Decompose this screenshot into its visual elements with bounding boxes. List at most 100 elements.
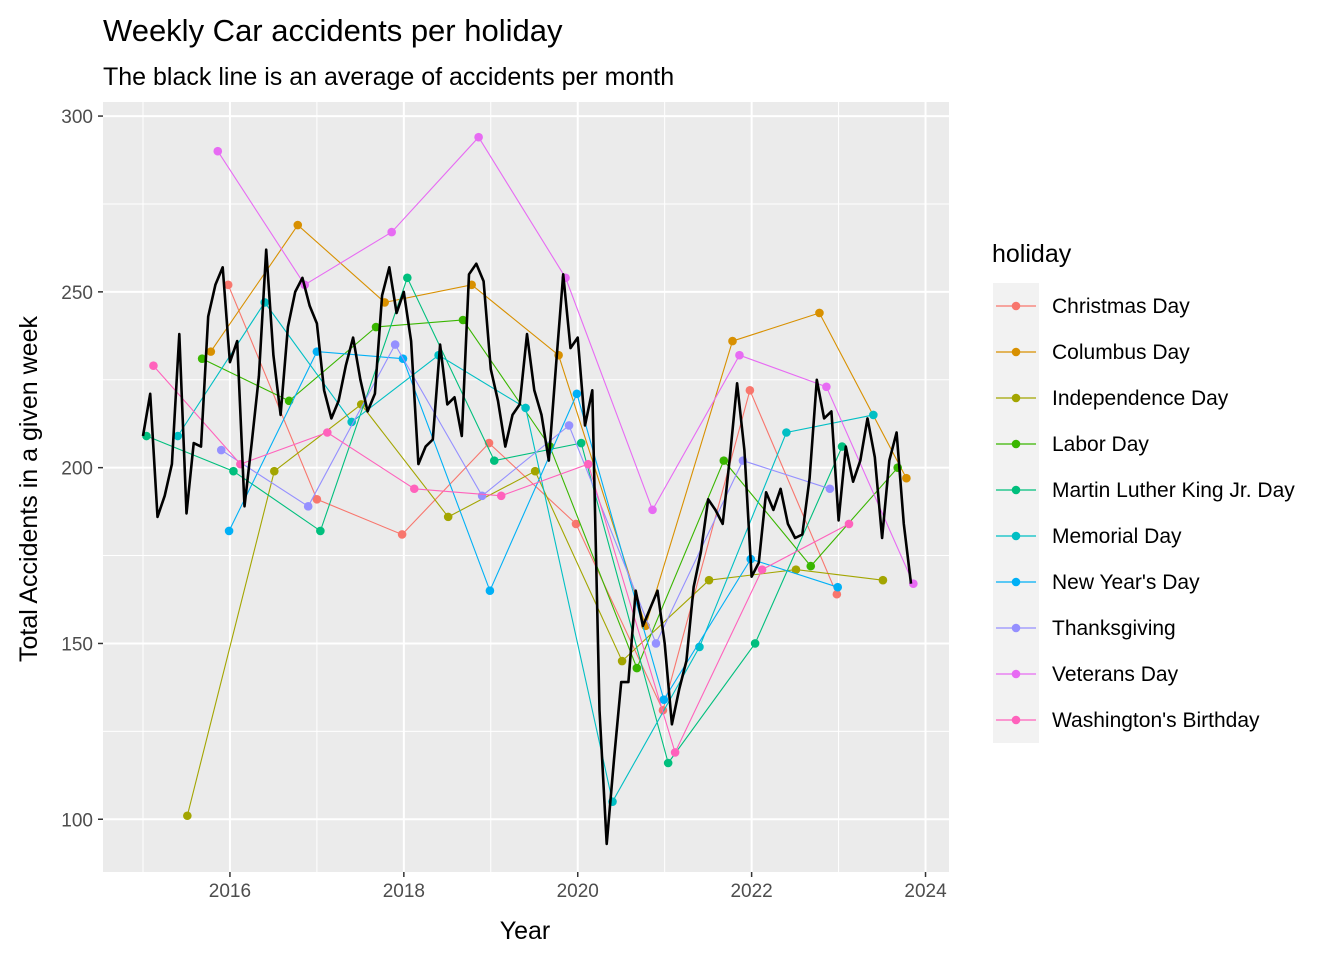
data-point (216, 445, 226, 455)
data-point (409, 484, 419, 494)
data-point (316, 526, 325, 536)
data-point (632, 663, 642, 673)
series-independence-day (183, 400, 888, 821)
minor-gridlines (103, 102, 949, 872)
series-martin-luther-king-jr-day (142, 273, 847, 768)
data-point (648, 505, 657, 515)
legend-key-point (1011, 577, 1021, 587)
data-point (173, 431, 183, 441)
y-axis-title: Total Accidents in a given week (15, 315, 43, 662)
data-point (837, 442, 847, 451)
data-point (825, 484, 835, 494)
legend-key-point (1011, 485, 1021, 495)
data-point (223, 280, 233, 290)
legend: holiday Christmas Day Columbus Day Indepen… (992, 240, 1295, 743)
data-point (844, 519, 854, 529)
data-point (183, 811, 192, 821)
data-point (496, 491, 506, 501)
data-point (229, 466, 238, 476)
series-thanksgiving (216, 340, 835, 648)
data-point (815, 308, 824, 318)
data-point (443, 512, 453, 522)
data-point (564, 421, 574, 430)
legend-label: Labor Day (1052, 433, 1149, 456)
y-tick-label: 150 (61, 634, 93, 655)
series-line (228, 351, 838, 702)
data-point (583, 459, 593, 469)
data-point (869, 410, 878, 420)
legend-item-new-year-s-day: New Year's Day (993, 559, 1200, 605)
legend-label: Thanksgiving (1052, 617, 1176, 640)
legend-item-veterans-day: Veterans Day (993, 651, 1179, 697)
data-point (521, 403, 530, 413)
data-point (477, 491, 487, 501)
legend-key-point (1011, 347, 1021, 357)
data-point (757, 565, 767, 574)
data-point (284, 396, 294, 406)
data-point (670, 748, 680, 757)
data-point (530, 466, 540, 476)
data-point (458, 315, 468, 325)
legend-key-point (1011, 623, 1021, 633)
data-point (878, 575, 888, 585)
x-tick-label: 2018 (383, 881, 425, 902)
legend-key-point (1011, 439, 1021, 449)
data-point (750, 639, 760, 648)
x-tick-label: 2022 (730, 881, 772, 902)
legend-item-thanksgiving: Thanksgiving (993, 605, 1176, 651)
data-point (224, 526, 234, 536)
data-point (206, 347, 216, 356)
data-point (572, 389, 582, 399)
series-line (227, 284, 838, 712)
legend-item-martin-luther-king-jr-day: Martin Luther King Jr. Day (993, 467, 1295, 513)
legend-item-independence-day: Independence Day (993, 375, 1229, 421)
data-point (651, 639, 661, 648)
y-tick-label: 100 (61, 810, 93, 831)
axis-layer: 2016 2018 2020 2022 2024 100 150 200 250 300 (61, 107, 947, 902)
data-point (791, 565, 801, 574)
data-point (659, 695, 669, 705)
chart-subtitle: The black line is an average of accident… (103, 63, 674, 91)
data-point (735, 350, 744, 360)
data-point (312, 495, 322, 504)
legend-label: Memorial Day (1052, 525, 1182, 548)
data-point (719, 456, 729, 465)
data-point (663, 758, 673, 768)
data-point (293, 220, 303, 230)
data-point (822, 382, 831, 392)
legend-key-point (1011, 715, 1021, 725)
series-layer (142, 132, 918, 821)
x-axis-title: Year (500, 917, 551, 945)
data-point (403, 273, 412, 283)
data-point (704, 575, 714, 585)
data-point (149, 361, 158, 370)
legend-label: Columbus Day (1052, 341, 1190, 364)
series-christmas-day (223, 280, 842, 715)
legend-label: Christmas Day (1052, 295, 1190, 318)
legend-key-point (1011, 393, 1021, 403)
data-point (474, 132, 483, 142)
data-point (347, 417, 356, 427)
legend-label: New Year's Day (1052, 571, 1200, 594)
legend-key-point (1011, 669, 1021, 679)
legend-label: Independence Day (1052, 387, 1229, 410)
data-point (397, 530, 407, 539)
data-point (728, 336, 737, 346)
x-tick-label: 2016 (209, 881, 251, 902)
data-point (617, 656, 627, 666)
data-point (269, 466, 279, 476)
y-tick-label: 250 (61, 283, 93, 304)
series-new-year-s-day (224, 347, 843, 705)
legend-label: Martin Luther King Jr. Day (1052, 479, 1295, 502)
legend-key-point (1011, 301, 1021, 311)
data-point (485, 586, 495, 596)
legend-key-point (1011, 531, 1021, 541)
data-point (303, 502, 313, 511)
data-point (489, 456, 499, 465)
legend-title: holiday (992, 240, 1072, 268)
data-point (371, 322, 381, 332)
x-tick-label: 2020 (557, 881, 599, 902)
data-point (323, 428, 332, 437)
